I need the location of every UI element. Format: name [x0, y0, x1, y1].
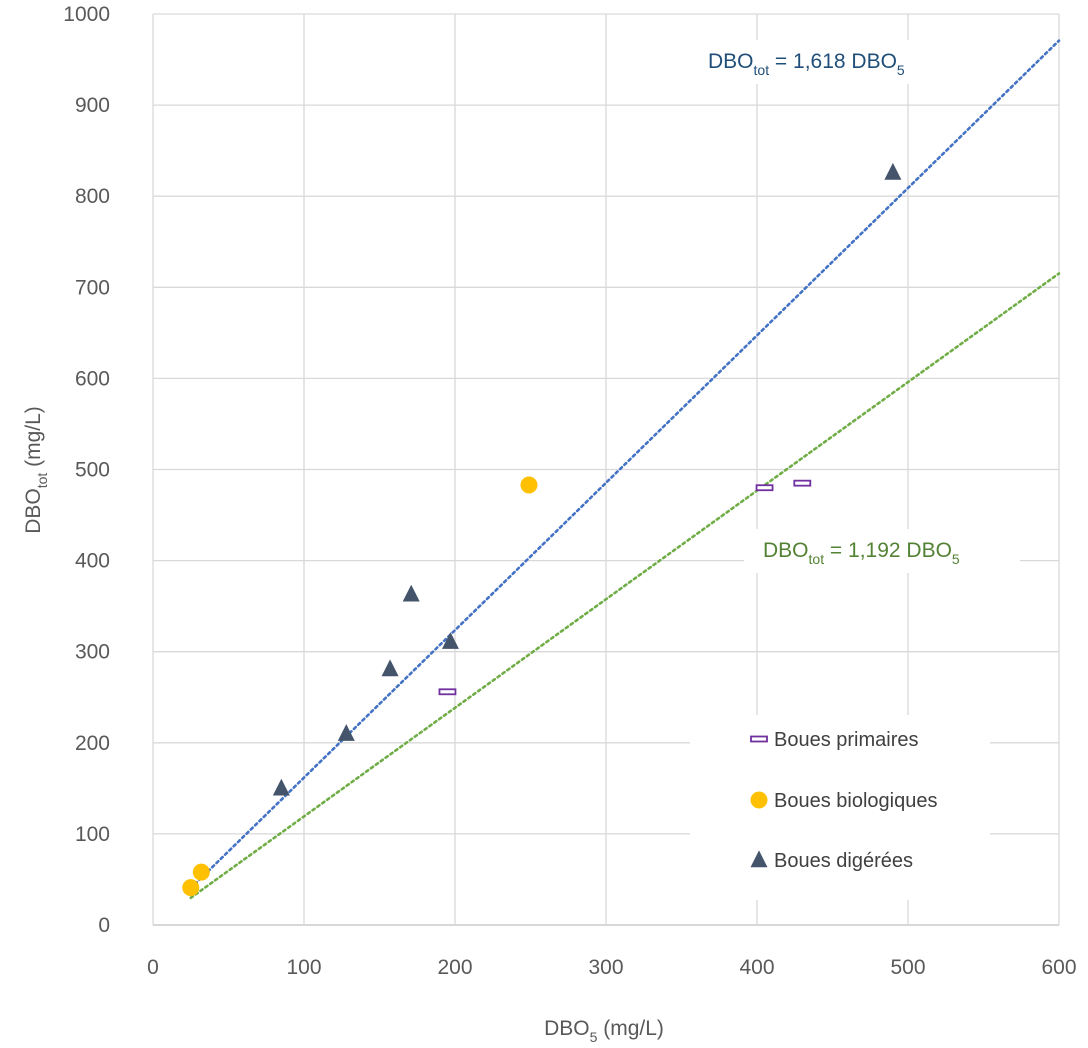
y-title-main: DBO [22, 488, 45, 534]
x-title-main: DBO [544, 1017, 590, 1040]
point-triangle [884, 162, 902, 180]
point-circle [192, 863, 210, 881]
y-tick-label: 500 [75, 459, 110, 482]
annot-sub: tot [754, 62, 770, 78]
annot-mid: = 1,618 DBO [769, 50, 897, 73]
annot-mid: = 1,192 DBO [824, 539, 952, 562]
point-triangle [402, 584, 420, 602]
trendline-1 [189, 39, 1061, 890]
y-axis-title: DBOtot (mg/L) [22, 406, 50, 534]
legend-box [690, 715, 990, 900]
x-tick-label: 500 [890, 956, 925, 979]
y-tick-label: 700 [75, 276, 110, 299]
trendline-2 [189, 272, 1061, 900]
point-circle [520, 476, 538, 494]
y-tick-label: 0 [98, 914, 110, 937]
legend-marker [750, 850, 768, 868]
point-triangle [272, 778, 290, 796]
x-tick-label: 200 [437, 956, 472, 979]
trendline-annotation-1: DBOtot = 1,618 DBO5 [708, 50, 905, 78]
y-tick-label: 1000 [63, 3, 110, 26]
data-points [182, 162, 902, 897]
annot-pre: DBO [763, 539, 809, 562]
legend-label: Boues primaires [774, 729, 919, 751]
point-triangle [441, 632, 459, 649]
y-tick-label: 200 [75, 732, 110, 755]
annot-sub: tot [809, 551, 825, 567]
y-tick-label: 600 [75, 367, 110, 390]
x-tick-label: 0 [147, 956, 159, 979]
y-tick-label: 900 [75, 94, 110, 117]
x-tick-label: 100 [286, 956, 321, 979]
annot-sub: 5 [897, 62, 905, 78]
point-triangle [337, 724, 355, 741]
legend-marker [750, 735, 768, 743]
annotation-box-2 [744, 529, 1020, 573]
annotation-box-1 [694, 40, 956, 84]
point-circle [182, 879, 200, 897]
point-triangle [381, 659, 399, 677]
y-tick-label: 800 [75, 185, 110, 208]
legend: Boues primaires Boues biologiques Boues di… [690, 715, 990, 900]
annot-pre: DBO [708, 50, 754, 73]
tick-labels: 0 100 200 300 400 500 600 700 800 900 1000 0 100 200 3… [63, 3, 1076, 979]
x-tick-label: 300 [588, 956, 623, 979]
x-title-tail: (mg/L) [597, 1017, 664, 1040]
point-dash [793, 479, 812, 487]
x-title-sub: 5 [590, 1029, 598, 1045]
y-tick-label: 100 [75, 823, 110, 846]
legend-label: Boues digérées [774, 850, 913, 872]
annot-sub: 5 [952, 551, 960, 567]
trendline-annotation-2: DBOtot = 1,192 DBO5 [763, 539, 960, 567]
x-tick-label: 400 [739, 956, 774, 979]
grid [152, 13, 1060, 926]
y-tick-label: 300 [75, 641, 110, 664]
x-axis-title: DBO5 (mg/L) [544, 1017, 664, 1045]
legend-marker [750, 791, 768, 809]
y-title-tail: (mg/L) [22, 406, 45, 473]
y-tick-label: 400 [75, 550, 110, 573]
point-dash [438, 688, 457, 696]
axis-titles: DBO5 (mg/L)DBOtot (mg/L) [22, 406, 664, 1045]
y-title-sub: tot [34, 473, 50, 489]
x-tick-label: 600 [1041, 956, 1076, 979]
point-dash [755, 484, 774, 492]
legend-label: Boues biologiques [774, 790, 937, 812]
trendlines [189, 39, 1061, 900]
